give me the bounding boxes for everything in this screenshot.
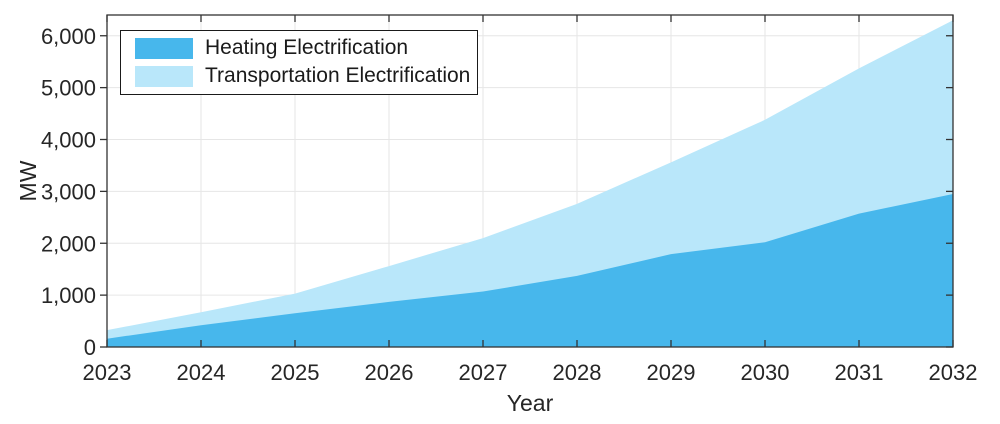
legend: Heating Electrification Transportation E…	[120, 30, 478, 95]
y-tick-label: 1,000	[41, 283, 96, 308]
legend-swatch-heating	[135, 37, 193, 59]
legend-swatch-transportation	[135, 65, 193, 87]
area-heating-electrification	[107, 193, 953, 347]
x-tick-label: 2028	[553, 360, 602, 385]
x-tick-label: 2027	[459, 360, 508, 385]
y-tick-label: 0	[84, 335, 96, 360]
legend-label-heating: Heating Electrification	[205, 36, 409, 59]
x-axis-label: Year	[507, 390, 554, 416]
y-axis-label: MW	[15, 160, 41, 201]
x-tick-label: 2025	[271, 360, 320, 385]
x-tick-label: 2030	[741, 360, 790, 385]
legend-label-transportation: Transportation Electrification	[205, 64, 471, 87]
legend-entry-transportation: Transportation Electrification	[135, 64, 477, 88]
x-tick-label: 2029	[647, 360, 696, 385]
x-tick-label: 2032	[929, 360, 978, 385]
x-tick-label: 2031	[835, 360, 884, 385]
y-tick-label: 3,000	[41, 179, 96, 204]
y-tick-label: 6,000	[41, 24, 96, 49]
legend-entry-heating: Heating Electrification	[135, 36, 477, 60]
y-tick-label: 4,000	[41, 128, 96, 153]
y-tick-label: 5,000	[41, 76, 96, 101]
x-tick-label: 2023	[83, 360, 132, 385]
y-tick-label: 2,000	[41, 231, 96, 256]
x-tick-label: 2026	[365, 360, 414, 385]
plot-border	[106, 14, 954, 348]
x-tick-label: 2024	[177, 360, 226, 385]
